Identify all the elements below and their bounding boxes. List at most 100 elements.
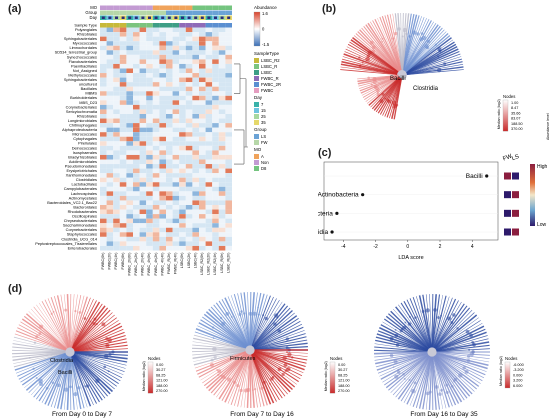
heatmap-cell: [126, 23, 133, 28]
heatmap-cell: [166, 159, 173, 165]
tree-branch: [249, 349, 283, 399]
heatmap-cell: [192, 91, 199, 96]
tree-node: [56, 383, 61, 388]
heatmap-cell: [113, 150, 120, 155]
heatmap-cell: [205, 205, 213, 210]
annotation-mo-cell: [218, 5, 226, 10]
tree-branch: [224, 297, 251, 351]
heatmap-cell: [119, 109, 127, 114]
legend-day-item: 25: [261, 114, 266, 119]
tree-node: [440, 388, 443, 392]
row-label: Myxococcales: [73, 41, 97, 46]
heatmap-cell: [106, 232, 114, 237]
heatmap-cell: [119, 232, 127, 237]
tree-node: [217, 369, 222, 374]
heatmap-cell: [179, 232, 186, 237]
heatmap-cell: [218, 109, 226, 114]
column-label: FWBC_2h(4h): [141, 253, 145, 276]
heatmap-cell: [185, 118, 193, 124]
heatmap-cell: [192, 68, 199, 74]
heatmap-cell: [185, 150, 193, 155]
heatmap-cell: [113, 236, 120, 242]
row-label: Rhizobiales: [77, 113, 97, 118]
heatmap-cell: [159, 77, 166, 83]
heatmap-cell: [212, 218, 219, 224]
heatmap-cell: [192, 205, 199, 210]
heatmap-cell: [113, 168, 120, 174]
tree-node: [370, 83, 373, 86]
heatmap-cell: [152, 23, 160, 28]
row-label: SD534_terrestrial_group: [55, 50, 97, 55]
heatmap-cell: [106, 45, 114, 51]
annotation-group-cell: [199, 10, 206, 15]
heatmap-cell: [146, 54, 153, 60]
heatmap-cell: [185, 245, 193, 251]
tree-2-clade-label: Firmicutes: [230, 356, 256, 362]
tree-branch: [372, 20, 403, 76]
heatmap-cell: [199, 23, 206, 28]
heatmap-cell: [192, 164, 199, 169]
heatmap-cell: [205, 45, 213, 51]
heatmap-cell: [146, 59, 153, 64]
heatmap-cell: [126, 186, 133, 192]
tree-branch: [12, 343, 71, 353]
tree-branch: [416, 296, 433, 353]
heatmap-cell: [126, 195, 133, 201]
heatmap-cell: [139, 150, 147, 155]
tree-node: [84, 385, 86, 387]
heatmap-cell: [133, 118, 140, 124]
tree-node: [414, 316, 417, 319]
heatmap-cell: [205, 50, 213, 55]
heatmap-cell: [106, 23, 114, 28]
tree-branch: [350, 39, 403, 76]
row-label: Clostridiales: [76, 177, 97, 182]
heatmap-cell: [159, 227, 166, 233]
annotation-day-marker: [227, 16, 231, 19]
heatmap-cell: [133, 41, 140, 46]
heatmap-cell: [172, 27, 180, 33]
heatmap-cell: [185, 173, 193, 178]
row-label: Limnochordales: [70, 45, 98, 50]
legend-mo-swatch: [254, 154, 259, 159]
tree-branch: [69, 335, 126, 353]
heatmap-cell: [146, 23, 153, 28]
heatmap-cell: [100, 91, 107, 96]
heatmap-cell: [205, 154, 213, 160]
heatmap-cell: [119, 173, 127, 178]
column-label: FWBC_2h(0h): [127, 253, 131, 276]
tree-branch: [69, 351, 124, 375]
heatmap-cell: [205, 59, 213, 64]
annotation-group-cell: [218, 10, 226, 15]
tree-branch: [69, 351, 82, 410]
heatmap-cell: [212, 127, 219, 133]
heatmap-cell: [113, 86, 120, 92]
heatmap-cell: [225, 141, 232, 146]
annotation-group-cell: [126, 10, 133, 15]
heatmap-cell: [212, 195, 219, 201]
tree-node: [425, 308, 430, 313]
heatmap-cell: [166, 223, 173, 228]
heatmap-cell: [199, 54, 206, 60]
tree-node: [52, 310, 55, 313]
category-label: Clostridia: [318, 229, 328, 236]
heatmap-cell: [106, 104, 114, 110]
annotation-mo-cell: [225, 5, 232, 10]
heatmap-cell: [185, 109, 193, 114]
legend-mo-item: D8: [261, 166, 267, 171]
heatmap-cell: [185, 123, 193, 128]
panel-d-cladograms: From Day 0 to Day 7ClostridiaBacilliNode…: [12, 291, 524, 418]
tree-branch: [249, 301, 283, 351]
tree-branch: [401, 53, 461, 76]
heatmap-cell: [139, 68, 147, 74]
heatmap-cell: [106, 82, 114, 87]
tree-branch: [431, 351, 485, 379]
heatmap-cell: [106, 41, 114, 46]
tree-branch: [431, 351, 441, 410]
row-label: Sphingobacteriales: [64, 36, 97, 41]
heatmap-cell: [185, 68, 193, 74]
heatmap-cell: [100, 50, 107, 55]
heatmap-cell: [166, 114, 173, 119]
tree-node: [438, 392, 442, 396]
tree-branch: [237, 293, 251, 351]
heatmap-cell: [199, 195, 206, 201]
